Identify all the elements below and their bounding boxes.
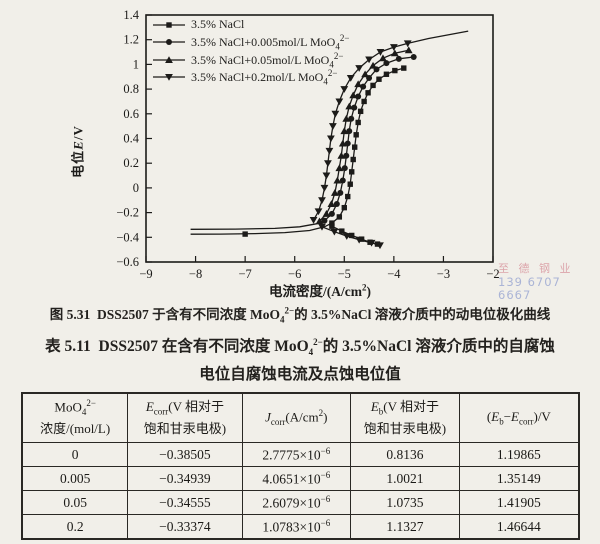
table-title-line2: 电位自腐蚀电流及点蚀电位值 [199,366,401,384]
legend-label: 3.5% NaCl [191,17,245,32]
polarization-figure: −9 −8 −7 −6 −5 −4 −3 −2 −0.6 −0.4 −0.2 0 0.2 0.4 0.6 0.… [50,2,530,304]
table-cell: 0.005 [21,466,129,491]
table-cell: 1.0783×10−6 [241,514,352,540]
table-header-cell: (Eb−Ecorr)/V [458,392,580,443]
table-row: 0.005 −0.34939 4.0651×10−6 1.0021 1.35149 [21,466,580,491]
x-tick-label: −2 [486,267,499,281]
y-tick-label: −0.6 [116,255,139,269]
table-row: 0.05 −0.34555 2.6079×10−6 1.0735 1.41905 [21,490,580,515]
series-2 [315,46,413,225]
x-tick-label: −9 [139,267,152,281]
table-cell: 4.0651×10−6 [241,466,352,491]
y-tick-label: 1.4 [123,8,139,22]
table-cell: 0.2 [21,514,129,540]
table-header-cell: MoO42− 浓度/(mol/L) [21,392,129,443]
series-0 [190,65,407,247]
table-title-line1: DSS2507 在含有不同浓度 MoO42−的 3.5%NaCl 溶液介质中的自… [98,336,555,358]
table-cell: −0.38505 [127,442,243,467]
square-marker-icon [153,22,185,28]
results-table-header: MoO42− 浓度/(mol/L) Ecorr(V 相对于 饱和甘汞电极) Jcorr(… [21,392,580,443]
table-cell: 1.0735 [350,490,460,515]
table-cell: 1.0021 [350,466,460,491]
results-table-body: 0 −0.38505 2.7775×10−6 0.8136 1.19865 0.005 −0… [21,442,580,540]
x-tick-label: −5 [338,267,351,281]
table-header-cell: Jcorr(A/cm2) [241,392,352,443]
legend-item-2: 3.5% NaCl+0.05mol/L MoO42− [152,51,349,69]
table-cell: 2.6079×10−6 [241,490,352,515]
x-tick-label: −8 [189,267,202,281]
triangle-down-marker-icon [153,74,185,82]
table-cell: 1.19865 [458,442,580,467]
table-header-cell: Eb(V 相对于 饱和甘汞电极) [350,392,460,443]
table-cell: 0.05 [21,490,129,515]
results-table: MoO42− 浓度/(mol/L) Ecorr(V 相对于 饱和甘汞电极) Jcorr(… [21,392,580,540]
table-label: 表 5.11 [45,338,91,355]
legend-item-3: 3.5% NaCl+0.2mol/L MoO42− [152,68,349,87]
y-tick-label: 0.8 [123,82,139,96]
table-cell: 2.7775×10−6 [241,442,352,467]
y-tick-label: 1 [133,57,139,71]
table-caption: 表 5.11 DSS2507 在含有不同浓度 MoO42−的 3.5%NaCl … [0,334,600,384]
table-cell: −0.33374 [127,514,243,540]
y-tick-label: −0.2 [116,206,139,220]
series-3 [309,30,469,250]
y-tick-label: 0.6 [123,107,139,121]
x-axis-label: 电流密度/(A/cm2) [269,282,371,300]
table-cell: 0 [21,442,129,467]
table-cell: 1.35149 [458,466,580,491]
table-cell: 0.8136 [350,442,460,467]
circle-marker-icon [153,39,185,46]
y-tick-label: 0.2 [123,156,139,170]
x-tick-label: −4 [387,267,401,281]
watermark-phone: 139 6707 6667 [498,274,561,302]
x-tick-label: −3 [437,267,450,281]
figure-title: DSS2507 于含有不同浓度 MoO42−的 3.5%NaCl 溶液介质中的动… [96,305,551,325]
watermark: 至 德 钢 业 139 6707 6667 [498,262,598,302]
figure-caption: 图 5.31 DSS2507 于含有不同浓度 MoO42−的 3.5%NaCl … [0,303,600,325]
legend-label: 3.5% NaCl+0.005mol/L MoO42− [191,33,350,52]
chart-canvas: −9 −8 −7 −6 −5 −4 −3 −2 −0.6 −0.4 −0.2 0 0.2 0.4 0.6 0.… [116,8,499,281]
y-tick-label: 1.2 [123,33,139,47]
table-cell: 1.41905 [458,490,580,515]
y-tick-label: 0.4 [123,132,139,146]
table-row: 0.2 −0.33374 1.0783×10−6 1.1327 1.46644 [21,514,580,540]
y-tick-label: −0.4 [116,230,139,244]
table-cell: −0.34939 [127,466,243,491]
y-axis-label: 电位E/V [70,125,86,178]
legend-item-1: 3.5% NaCl+0.005mol/L MoO42− [152,33,350,52]
x-tick-label: −6 [288,267,301,281]
table-cell: 1.46644 [458,514,580,540]
table-cell: −0.34555 [127,490,243,515]
table-header-cell: Ecorr(V 相对于 饱和甘汞电极) [127,392,243,443]
y-tick-label: 0 [133,181,139,195]
table-row: 0 −0.38505 2.7775×10−6 0.8136 1.19865 [21,442,580,467]
series-1 [190,53,417,230]
triangle-up-marker-icon [153,55,185,63]
figure-label: 图 5.31 [49,307,91,322]
watermark-company: 至 德 钢 业 [498,262,574,275]
legend-label: 3.5% NaCl+0.05mol/L MoO42− [191,50,344,69]
chart-legend: 3.5% NaCl 3.5% NaCl+0.005mol/L MoO42− 3.5%… [152,16,349,86]
legend-item-0: 3.5% NaCl [152,16,349,34]
legend-label: 3.5% NaCl+0.2mol/L MoO42− [191,68,338,87]
table-cell: 1.1327 [350,514,460,540]
x-tick-label: −7 [238,267,251,281]
